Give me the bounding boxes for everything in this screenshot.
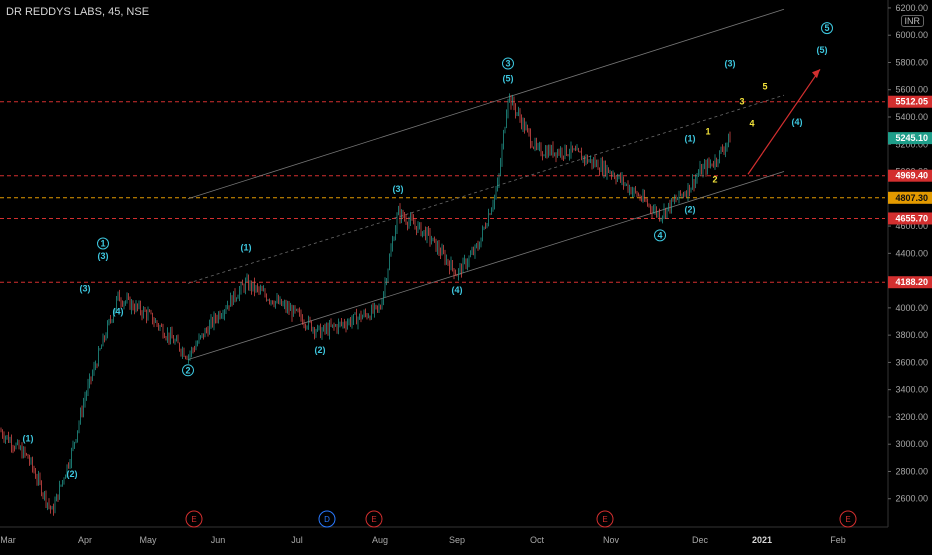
wave-label: (4) <box>792 117 803 127</box>
x-tick-label: Oct <box>530 535 545 545</box>
wave-circle-6 <box>182 364 194 377</box>
candles-group <box>0 93 731 516</box>
price-level-tag <box>888 191 932 204</box>
wave-circle-15 <box>654 229 666 242</box>
x-tick-label: 2021 <box>752 535 772 545</box>
wave-label: (4) <box>452 285 463 295</box>
wave-label: (5) <box>503 74 514 84</box>
y-tick-label: 4600.00 <box>895 221 928 231</box>
y-tick-label: 3200.00 <box>895 412 928 422</box>
channel-lower-line <box>187 171 785 361</box>
wave-circle-11 <box>502 57 514 70</box>
wave-label: 2 <box>185 365 190 375</box>
sub-wave-label: 4 <box>749 119 754 129</box>
wave-label: (5) <box>817 45 828 55</box>
event-marker-label: E <box>191 515 196 524</box>
wave-label: 4 <box>657 230 662 240</box>
y-tick-label: 5200.00 <box>895 139 928 149</box>
wave-label: 3 <box>505 59 510 69</box>
channel-mid-line <box>187 94 785 284</box>
y-tick-label: 6000.00 <box>895 30 928 40</box>
y-tick-label: 4400.00 <box>895 248 928 258</box>
price-level-label: 5512.05 <box>895 97 928 107</box>
wave-label: (4) <box>113 307 124 317</box>
projection-arrowhead <box>812 69 820 79</box>
sub-wave-label: 5 <box>762 82 767 92</box>
wave-label: (2) <box>315 345 326 355</box>
wave-label: (3) <box>725 59 736 69</box>
wave-label: (1) <box>241 243 252 253</box>
y-tick-label: 2800.00 <box>895 466 928 476</box>
sub-wave-label: 3 <box>739 97 744 107</box>
x-tick-label: May <box>139 535 157 545</box>
event-marker-label: E <box>371 515 376 524</box>
x-tick-label: Aug <box>372 535 388 545</box>
wave-circle-18 <box>821 22 833 35</box>
price-level-label: 4188.20 <box>895 277 928 287</box>
x-tick-label: Feb <box>830 535 846 545</box>
wave-label: (3) <box>80 284 91 294</box>
event-marker <box>318 510 336 528</box>
wave-label: (3) <box>98 251 109 261</box>
y-tick-label: 3800.00 <box>895 330 928 340</box>
projection-arrow <box>747 68 821 175</box>
x-tick-label: Apr <box>78 535 92 545</box>
wave-label: (1) <box>685 134 696 144</box>
x-tick-label: Mar <box>0 535 16 545</box>
event-marker <box>185 510 203 528</box>
currency-badge[interactable]: INR <box>900 15 924 27</box>
event-marker <box>365 510 383 528</box>
sub-wave-label: 2 <box>712 174 717 184</box>
x-tick-label: Nov <box>603 535 620 545</box>
sub-wave-label: 1 <box>705 127 710 137</box>
current-price-label: 5245.10 <box>895 133 928 143</box>
x-tick-label: Dec <box>692 535 709 545</box>
event-marker <box>596 510 614 528</box>
wave-label: 5 <box>824 23 829 33</box>
wave-label: (1) <box>23 433 34 443</box>
event-marker-label: E <box>602 515 607 524</box>
price-level-label: 4807.30 <box>895 193 928 203</box>
y-tick-label: 5800.00 <box>895 57 928 67</box>
current-price-tag <box>888 132 932 145</box>
event-marker <box>839 510 857 528</box>
y-tick-label: 4000.00 <box>895 303 928 313</box>
wave-label: (3) <box>393 184 404 194</box>
wave-label: 1 <box>100 239 105 249</box>
y-tick-label: 2600.00 <box>895 494 928 504</box>
price-level-label: 4655.70 <box>895 213 928 223</box>
y-tick-label: 3600.00 <box>895 357 928 367</box>
y-tick-label: 3000.00 <box>895 439 928 449</box>
y-tick-label: 3400.00 <box>895 385 928 395</box>
event-marker-label: E <box>845 515 850 524</box>
chart-title: DR REDDYS LABS, 45, NSE <box>6 6 150 18</box>
price-level-label: 4969.40 <box>895 171 928 181</box>
channel-upper-line <box>187 8 785 200</box>
wave-circle-2 <box>97 237 109 250</box>
wave-label: (2) <box>67 469 78 479</box>
y-tick-label: 5600.00 <box>895 85 928 95</box>
x-tick-label: Jun <box>211 535 226 545</box>
y-tick-label: 5400.00 <box>895 112 928 122</box>
wave-label: (2) <box>685 204 696 214</box>
price-level-tag <box>888 169 932 182</box>
x-tick-label: Jul <box>291 535 303 545</box>
x-tick-label: Sep <box>449 535 465 545</box>
price-level-tag <box>888 212 932 225</box>
y-tick-label: 6200.00 <box>895 3 928 13</box>
event-marker-label: D <box>324 515 330 524</box>
price-level-tag <box>888 95 932 108</box>
price-level-tag <box>888 276 932 289</box>
